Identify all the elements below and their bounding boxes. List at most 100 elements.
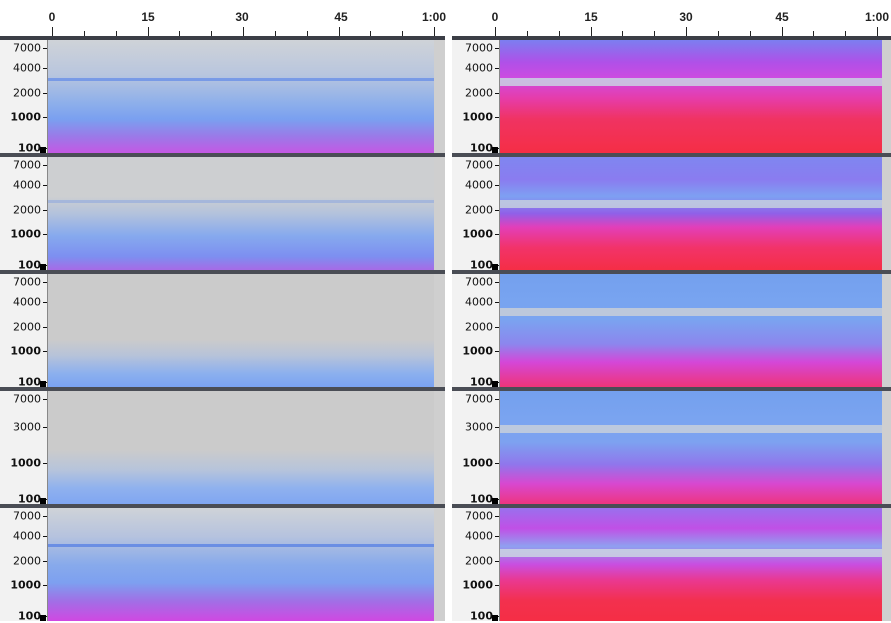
frequency-label: 100 xyxy=(470,141,493,155)
track-separator[interactable] xyxy=(452,270,891,274)
spectrogram-track[interactable]: 7000 4000 2000 1000 100 xyxy=(452,40,891,155)
frequency-tick xyxy=(43,350,47,352)
frequency-tick xyxy=(43,164,47,166)
spectrogram-image[interactable] xyxy=(48,40,434,153)
frequency-ruler[interactable]: 7000 4000 2000 1000 100 xyxy=(452,274,500,389)
timeline-ruler[interactable]: 0 15 30 45 1:00 xyxy=(452,0,891,36)
track-separator[interactable] xyxy=(0,153,445,157)
frequency-label: 2000 xyxy=(13,86,41,100)
track-separator[interactable] xyxy=(0,270,445,274)
timeline-major-tick xyxy=(147,27,149,36)
frequency-label: 100 xyxy=(18,141,41,155)
frequency-band-line xyxy=(48,78,434,82)
spectrogram-track[interactable]: 7000 4000 2000 1000 100 xyxy=(0,40,445,155)
spectrogram-track[interactable]: 7000 3000 1000 100 xyxy=(0,391,445,506)
empty-track-region xyxy=(882,508,891,621)
track-separator[interactable] xyxy=(452,387,891,391)
frequency-tick xyxy=(43,68,47,70)
spectrogram-track[interactable]: 7000 4000 2000 1000 100 xyxy=(0,157,445,272)
frequency-label: 3000 xyxy=(465,420,493,434)
frequency-label: 7000 xyxy=(465,392,493,406)
frequency-label: 4000 xyxy=(465,295,493,309)
timeline-tick-label: 1:00 xyxy=(864,10,890,24)
spectrogram-track[interactable]: 7000 4000 2000 1000 100 xyxy=(452,508,891,623)
timeline-major-tick xyxy=(686,27,687,36)
timeline-ruler[interactable]: 0 15 30 45 1:00 xyxy=(0,0,446,36)
frequency-tick xyxy=(43,584,47,586)
spectrogram-track[interactable]: 7000 4000 2000 1000 100 xyxy=(452,157,891,272)
frequency-tick xyxy=(43,327,47,329)
timeline-tick-label: 15 xyxy=(141,10,155,24)
empty-track-region xyxy=(882,40,891,153)
frequency-band-line xyxy=(500,78,882,87)
frequency-tick xyxy=(495,185,499,187)
frequency-ruler[interactable]: 7000 4000 2000 1000 100 xyxy=(452,157,500,272)
frequency-band-line xyxy=(48,544,434,548)
track-separator[interactable] xyxy=(452,153,891,157)
frequency-tick xyxy=(43,427,47,429)
frequency-label: 100 xyxy=(18,258,41,272)
spectrogram-track[interactable]: 7000 4000 2000 1000 100 xyxy=(452,274,891,389)
frequency-ruler[interactable]: 7000 4000 2000 1000 100 xyxy=(0,40,48,155)
spectrogram-track[interactable]: 7000 4000 2000 1000 100 xyxy=(0,508,445,623)
spectrogram-image[interactable] xyxy=(500,274,882,387)
frequency-ruler[interactable]: 7000 4000 2000 1000 100 xyxy=(0,274,48,389)
frequency-tick xyxy=(43,398,47,400)
frequency-tick xyxy=(495,281,499,283)
spectrogram-image[interactable] xyxy=(500,157,882,270)
ruler-corner-marker xyxy=(492,498,498,504)
track-separator[interactable] xyxy=(0,387,445,391)
spectrogram-image[interactable] xyxy=(500,508,882,621)
timeline-tick-label: 45 xyxy=(334,10,348,24)
frequency-label: 7000 xyxy=(13,158,41,172)
frequency-label: 100 xyxy=(470,492,493,506)
frequency-tick xyxy=(495,302,499,304)
timeline-minor-tick xyxy=(370,31,372,36)
frequency-ruler[interactable]: 7000 4000 2000 1000 100 xyxy=(452,40,500,155)
frequency-ruler[interactable]: 7000 4000 2000 1000 100 xyxy=(452,508,500,623)
timeline-major-tick xyxy=(52,27,53,36)
frequency-ruler[interactable]: 7000 4000 2000 1000 100 xyxy=(0,157,48,272)
timeline-major-tick xyxy=(495,27,496,36)
timeline-major-tick xyxy=(590,27,592,36)
ruler-corner-marker xyxy=(40,381,46,387)
frequency-label: 100 xyxy=(470,609,493,623)
spectrogram-image[interactable] xyxy=(48,508,434,621)
empty-track-region xyxy=(434,391,445,504)
frequency-label: 2000 xyxy=(13,320,41,334)
timeline-minor-tick xyxy=(402,31,404,36)
timeline-minor-tick xyxy=(179,31,181,36)
frequency-tick xyxy=(495,515,499,517)
spectrogram-track[interactable]: 7000 4000 2000 1000 100 xyxy=(0,274,445,389)
frequency-label: 1000 xyxy=(462,456,493,470)
spectrogram-image[interactable] xyxy=(500,40,882,153)
frequency-label: 7000 xyxy=(13,392,41,406)
frequency-label: 1000 xyxy=(462,578,493,592)
timeline-minor-tick xyxy=(622,31,624,36)
timeline-major-tick xyxy=(338,27,340,36)
track-separator[interactable] xyxy=(0,504,445,508)
frequency-label: 1000 xyxy=(10,578,41,592)
ruler-corner-marker xyxy=(40,147,46,153)
spectrogram-track[interactable]: 7000 3000 1000 100 xyxy=(452,391,891,506)
frequency-label: 2000 xyxy=(13,203,41,217)
frequency-tick xyxy=(43,47,47,49)
track-separator[interactable] xyxy=(452,504,891,508)
frequency-tick xyxy=(495,536,499,538)
spectrogram-image[interactable] xyxy=(48,157,434,270)
frequency-tick xyxy=(495,93,499,95)
spectrogram-image[interactable] xyxy=(48,274,434,387)
frequency-ruler[interactable]: 7000 3000 1000 100 xyxy=(0,391,48,506)
timeline-tick-label: 15 xyxy=(584,10,598,24)
ruler-corner-marker xyxy=(492,381,498,387)
timeline-minor-tick xyxy=(526,31,528,36)
frequency-ruler[interactable]: 7000 3000 1000 100 xyxy=(452,391,500,506)
spectrogram-image[interactable] xyxy=(48,391,434,504)
timeline-minor-tick xyxy=(813,31,815,36)
ruler-corner-marker xyxy=(40,498,46,504)
ruler-corner-marker xyxy=(492,147,498,153)
timeline-major-tick xyxy=(781,27,783,36)
frequency-ruler[interactable]: 7000 4000 2000 1000 100 xyxy=(0,508,48,623)
spectrogram-image[interactable] xyxy=(500,391,882,504)
timeline-tick-label: 0 xyxy=(491,10,499,24)
